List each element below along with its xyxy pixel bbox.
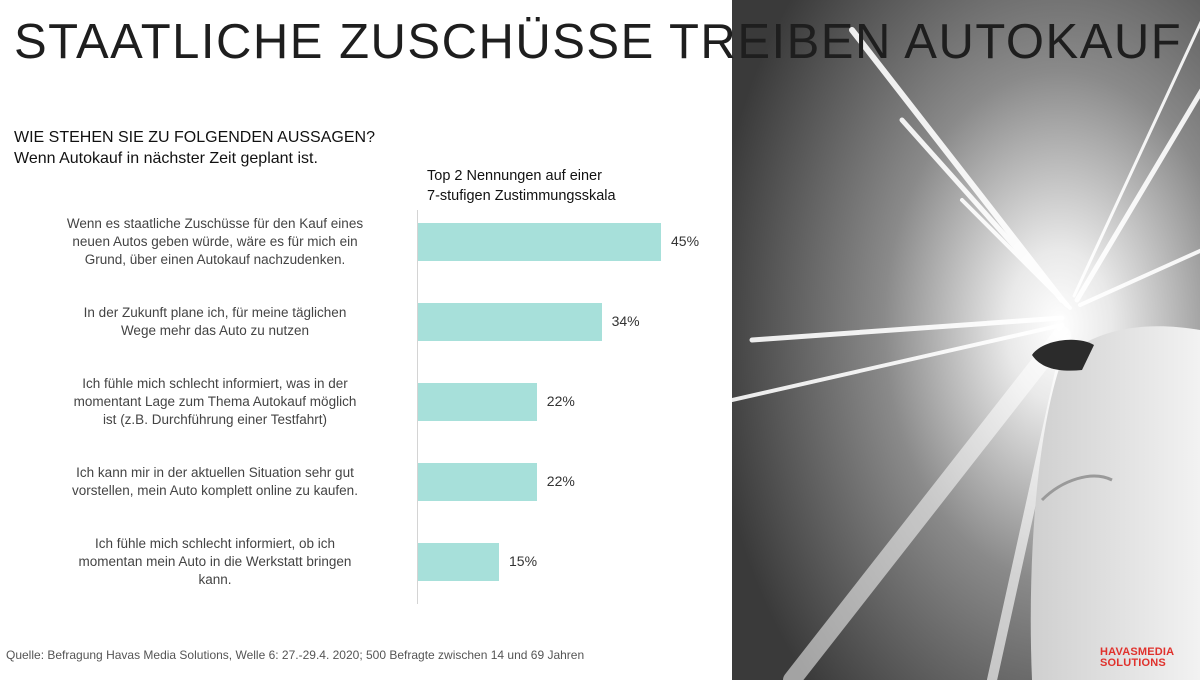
- category-label-line: momentant Lage zum Thema Autokauf möglic…: [73, 394, 357, 409]
- bar-value-label: 45%: [671, 233, 700, 249]
- category-label-line: Ich fühle mich schlecht informiert, ob i…: [94, 536, 336, 551]
- bar: [418, 383, 537, 421]
- category-label-line: momentan mein Auto in die Werkstatt brin…: [78, 554, 352, 569]
- category-label-line: kann.: [198, 572, 232, 587]
- scale-note-line-1: Top 2 Nennungen auf einer: [427, 168, 602, 184]
- category-label-line: Wege mehr das Auto zu nutzen: [120, 323, 310, 338]
- category-label-line: Ich fühle mich schlecht informiert, was …: [82, 376, 348, 391]
- category-label: Ich fühle mich schlecht informiert, ob i…: [25, 535, 405, 589]
- bar: [418, 223, 661, 261]
- category-label: Wenn es staatliche Zuschüsse für den Kau…: [25, 215, 405, 269]
- bar: [418, 463, 537, 501]
- source-note: Quelle: Befragung Havas Media Solutions,…: [6, 648, 585, 662]
- bar: [418, 303, 602, 341]
- bar-value-label: 15%: [509, 553, 538, 569]
- logo-line-2: SOLUTIONS: [1100, 657, 1166, 669]
- bar-value-label: 22%: [546, 393, 575, 409]
- page-title: STAATLICHE ZUSCHÜSSE TREIBEN AUTOKAUF: [14, 15, 1183, 69]
- question-line-1: WIE STEHEN SIE ZU FOLGENDEN AUSSAGEN?: [14, 129, 375, 146]
- category-label: Ich kann mir in der aktuellen Situation …: [25, 464, 405, 500]
- bar-value-label: 22%: [546, 473, 575, 489]
- question-text: WIE STEHEN SIE ZU FOLGENDEN AUSSAGEN? We…: [14, 127, 375, 169]
- category-label-line: vorstellen, mein Auto komplett online zu…: [72, 483, 358, 498]
- category-label: Ich fühle mich schlecht informiert, was …: [25, 375, 405, 429]
- bar-value-label: 34%: [611, 313, 640, 329]
- logo-line-1: HAVASMEDIA: [1100, 646, 1175, 658]
- havas-logo: HAVASMEDIA SOLUTIONS: [1100, 647, 1174, 669]
- tunnel-car-photo: [732, 0, 1200, 680]
- category-label-line: Grund, über einen Autokauf nachzudenken.: [84, 252, 346, 267]
- category-label-line: ist (z.B. Durchführung einer Testfahrt): [102, 412, 328, 427]
- category-label-line: Ich kann mir in der aktuellen Situation …: [76, 465, 354, 480]
- category-label-line: Wenn es staatliche Zuschüsse für den Kau…: [66, 216, 364, 231]
- scale-note-line-2: 7-stufigen Zustimmungsskala: [427, 188, 616, 204]
- question-line-2: Wenn Autokauf in nächster Zeit geplant i…: [14, 150, 318, 167]
- bar: [418, 543, 499, 581]
- category-label: In der Zukunft plane ich, für meine tägl…: [25, 304, 405, 340]
- category-axis-line: [417, 210, 418, 604]
- category-label-line: neuen Autos geben würde, wäre es für mic…: [72, 234, 358, 249]
- category-label-line: In der Zukunft plane ich, für meine tägl…: [83, 305, 347, 320]
- scale-note: Top 2 Nennungen auf einer 7-stufigen Zus…: [427, 166, 616, 206]
